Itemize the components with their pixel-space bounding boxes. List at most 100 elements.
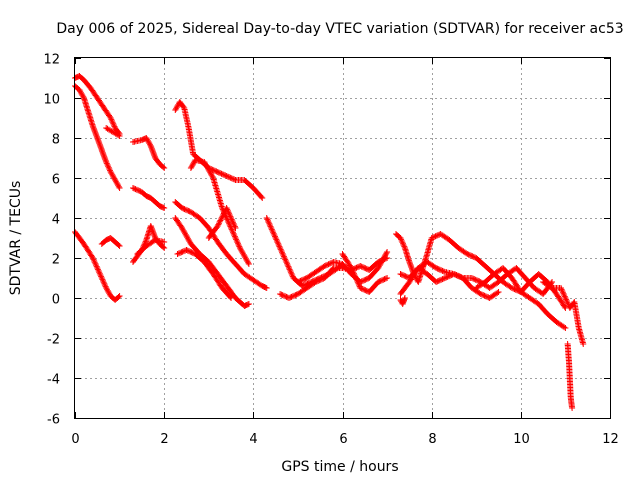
data-point-segment xyxy=(94,95,107,110)
x-tick-label: 10 xyxy=(513,432,530,447)
data-point-segment xyxy=(85,109,96,128)
data-point xyxy=(245,261,252,267)
x-tick-label: 0 xyxy=(71,432,79,447)
data-point-segment xyxy=(397,280,412,297)
data-point-segment xyxy=(366,266,381,281)
data-point-segment xyxy=(232,261,247,276)
data-point-segment xyxy=(294,275,309,285)
data-point-segment xyxy=(179,205,193,215)
data-point-segment xyxy=(103,159,113,174)
data-point-segment xyxy=(196,215,211,230)
data-point-segment xyxy=(176,99,187,110)
data-point-segment xyxy=(406,266,421,285)
data-point-segment xyxy=(103,125,115,135)
series-track-5 xyxy=(103,125,123,139)
data-point-segment xyxy=(98,238,109,247)
data-point-segment xyxy=(223,251,238,266)
data-point xyxy=(384,249,391,255)
y-tick-label: -2 xyxy=(47,333,60,348)
data-point xyxy=(384,275,391,281)
data-point-segment xyxy=(134,244,149,257)
data-point-segment xyxy=(540,279,554,291)
data-point-segment xyxy=(107,169,118,182)
x-tick-label: 2 xyxy=(160,432,168,447)
data-point xyxy=(161,239,168,245)
data-point xyxy=(580,341,587,347)
series-track-6 xyxy=(130,135,168,171)
data-point-segment xyxy=(366,280,381,295)
data-point-segment xyxy=(201,259,216,276)
data-point-segment xyxy=(517,280,532,295)
data-point-segment xyxy=(272,235,287,260)
data-point-segment xyxy=(143,135,153,148)
data-point-segment xyxy=(228,225,243,250)
series-track-19 xyxy=(339,251,391,295)
data-point xyxy=(245,301,252,307)
y-tick-label: 4 xyxy=(52,213,60,228)
data-point-segment xyxy=(433,275,447,285)
data-point-segment xyxy=(210,175,225,210)
data-series xyxy=(72,73,587,411)
data-point-segment xyxy=(348,265,363,290)
data-point-segment xyxy=(109,129,122,139)
y-axis-ticks: -6 -4 -2 0 2 4 6 8 10 12 xyxy=(43,53,610,428)
series-track-9 xyxy=(134,237,168,257)
data-point-segment xyxy=(571,299,582,330)
data-point-segment xyxy=(179,225,194,246)
data-point-segment xyxy=(156,161,167,170)
data-point-segment xyxy=(424,259,438,271)
data-point-segment xyxy=(263,215,278,240)
data-point xyxy=(232,225,239,231)
data-point xyxy=(116,293,123,299)
series-track-1 xyxy=(72,73,123,137)
series-track-26 xyxy=(564,341,576,411)
data-point xyxy=(116,243,123,249)
data-point-segment xyxy=(473,279,487,291)
data-point-segment xyxy=(468,275,483,285)
data-point-segment xyxy=(508,275,523,294)
data-point-segment xyxy=(286,291,300,301)
data-point-segment xyxy=(312,275,327,285)
y-tick-label: -4 xyxy=(47,373,60,388)
data-point-segment xyxy=(500,265,514,280)
data-point-segment xyxy=(486,279,501,291)
x-axis-ticks: 0 2 4 6 8 10 12 xyxy=(71,58,619,447)
data-point-segment xyxy=(500,279,514,291)
data-point-segment xyxy=(250,185,265,200)
series-track-2 xyxy=(72,83,123,191)
y-axis-label: SDTVAR / TECUs xyxy=(8,181,24,296)
data-point-segment xyxy=(214,271,229,288)
data-point-segment xyxy=(567,395,575,410)
data-point-segment xyxy=(303,279,318,291)
data-point-segment xyxy=(214,169,229,179)
grid-lines xyxy=(75,58,610,418)
data-point-segment xyxy=(241,271,256,283)
y-tick-label: -6 xyxy=(47,413,60,428)
y-tick-label: 0 xyxy=(52,293,60,308)
series-track-14 xyxy=(187,157,252,267)
y-tick-label: 2 xyxy=(52,253,60,268)
data-point-segment xyxy=(219,285,234,300)
data-point-segment xyxy=(366,260,381,273)
data-point-segment xyxy=(214,239,229,256)
data-point-segment xyxy=(80,241,95,260)
data-point-segment xyxy=(321,266,336,281)
data-point-segment xyxy=(80,95,91,114)
data-point-segment xyxy=(339,261,354,276)
data-point-segment xyxy=(101,105,113,120)
data-point-segment xyxy=(513,265,528,280)
data-point-segment xyxy=(76,73,86,82)
data-point-segment xyxy=(205,259,220,276)
data-point-segment xyxy=(241,177,256,190)
data-point-segment xyxy=(415,265,429,277)
data-point-segment xyxy=(210,271,225,290)
x-tick-label: 6 xyxy=(339,432,347,447)
data-point-segment xyxy=(201,159,216,180)
data-point-segment xyxy=(303,269,318,281)
data-point-segment xyxy=(544,311,559,324)
data-point-segment xyxy=(464,251,478,261)
data-point-segment xyxy=(250,277,264,289)
data-point-segment xyxy=(473,255,488,268)
y-tick-label: 10 xyxy=(43,93,60,108)
data-point xyxy=(562,325,569,331)
